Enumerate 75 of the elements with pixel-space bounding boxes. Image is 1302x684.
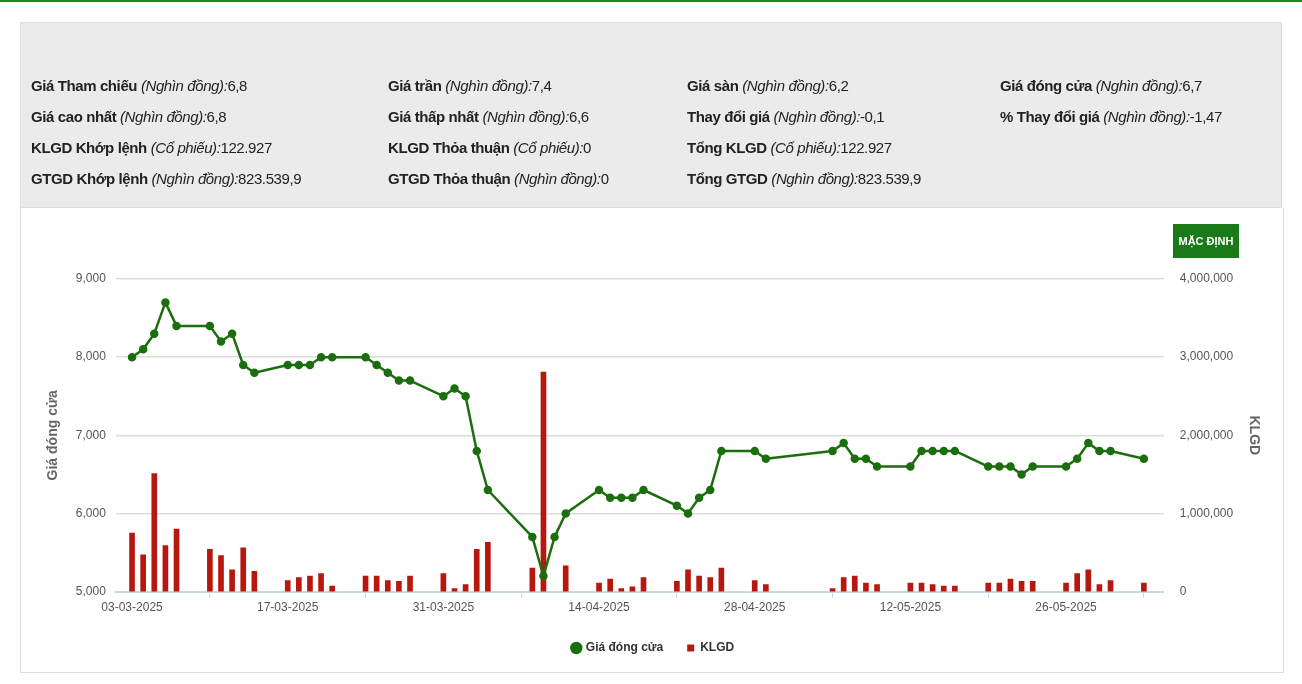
bar: [696, 575, 702, 592]
bar: [151, 473, 158, 592]
x-tick-label: 12-05-2025: [879, 600, 942, 615]
legend-label: KLGD: [700, 640, 735, 655]
text: Giá trần (Nghìn đồng):7,4: [388, 77, 552, 94]
bar: [1085, 569, 1092, 592]
bar: [140, 554, 146, 592]
y2-tick-label: 3,000,000: [1179, 349, 1234, 364]
bar: [329, 585, 336, 592]
bar: [707, 577, 714, 592]
bar: [985, 582, 992, 592]
bar: [229, 569, 235, 592]
text: GTGD Thỏa thuận (Nghìn đồng):0: [388, 170, 609, 187]
bar: [218, 555, 224, 592]
bar: [296, 577, 302, 592]
bar: [851, 575, 858, 592]
bar: [1074, 573, 1081, 592]
bar: [685, 569, 691, 592]
bar: [1063, 582, 1069, 592]
text: Giá thấp nhất (Nghìn đồng):6,6: [388, 108, 589, 125]
text: Tổng KLGD (Cổ phiếu):122.927: [687, 139, 892, 156]
y2-tick-label: 4,000,000: [1179, 271, 1234, 286]
x-tick-label: 26-05-2025: [1035, 600, 1098, 615]
x-tick-label: 17-03-2025: [257, 600, 319, 615]
bar: [485, 542, 491, 592]
text: Giá Tham chiếu (Nghìn đồng):6,8: [31, 77, 248, 94]
y-tick-label: 5,000: [75, 583, 107, 598]
bar: [384, 580, 391, 592]
bar: [596, 582, 602, 592]
legend-label: Giá đóng cửa: [585, 640, 664, 655]
y-tick-label: 7,000: [75, 427, 107, 442]
x-tick-label: 28-04-2025: [724, 600, 786, 615]
bar: [763, 584, 769, 592]
bar: [952, 585, 958, 592]
x-tick-label: 14-04-2025: [568, 600, 631, 615]
y2-tick-label: 1,000,000: [1179, 505, 1234, 520]
bar: [863, 582, 869, 592]
bar: [940, 585, 947, 592]
text: Giá sàn (Nghìn đồng):6,2: [687, 77, 849, 94]
bar: [129, 532, 135, 592]
bar: [674, 581, 680, 592]
text: Giá cao nhất (Nghìn đồng):6,8: [31, 108, 227, 125]
text: KLGD Thỏa thuận (Cổ phiếu):0: [388, 139, 592, 156]
y-tick-label: 6,000: [75, 505, 107, 520]
text: % Thay đổi giá (Nghìn đồng):-1,47: [1000, 108, 1222, 125]
y-tick-label: 9,000: [75, 271, 107, 286]
y2-axis-title: KLGD: [1246, 415, 1263, 456]
bar: [607, 578, 613, 592]
bar: [751, 580, 758, 592]
bar: [207, 549, 213, 592]
x-tick-label: 31-03-2025: [412, 600, 475, 615]
bar: [307, 575, 313, 592]
y2-tick-label: 2,000,000: [1179, 427, 1234, 442]
bar: [562, 565, 569, 592]
bar: [407, 575, 413, 592]
text: Thay đổi giá (Nghìn đồng):-0,1: [687, 108, 885, 125]
bar: [1141, 582, 1147, 592]
bar: [318, 573, 324, 592]
text: Giá đóng cửa (Nghìn đồng):6,7: [1000, 77, 1202, 94]
text: KLGD Khớp lệnh (Cổ phiếu):122.927: [31, 139, 272, 156]
y2-tick-label: 0: [1179, 583, 1187, 598]
y-axis-title: Giá đóng cửa: [44, 389, 61, 481]
text: GTGD Khớp lệnh (Nghìn đồng):823.539,9: [31, 170, 302, 187]
bar: [618, 588, 625, 592]
bar: [240, 547, 247, 592]
bar: [396, 581, 402, 592]
bar: [874, 584, 880, 592]
bar: [1029, 581, 1036, 592]
y-tick-label: 8,000: [75, 349, 107, 364]
x-tick-label: 03-03-2025: [101, 600, 164, 615]
text: Tổng GTGD (Nghìn đồng):823.539,9: [687, 170, 921, 187]
bar: [840, 577, 847, 592]
default-button: MẶC ĐỊNH: [1173, 224, 1239, 258]
bar: [284, 580, 291, 592]
bar: [473, 549, 480, 592]
